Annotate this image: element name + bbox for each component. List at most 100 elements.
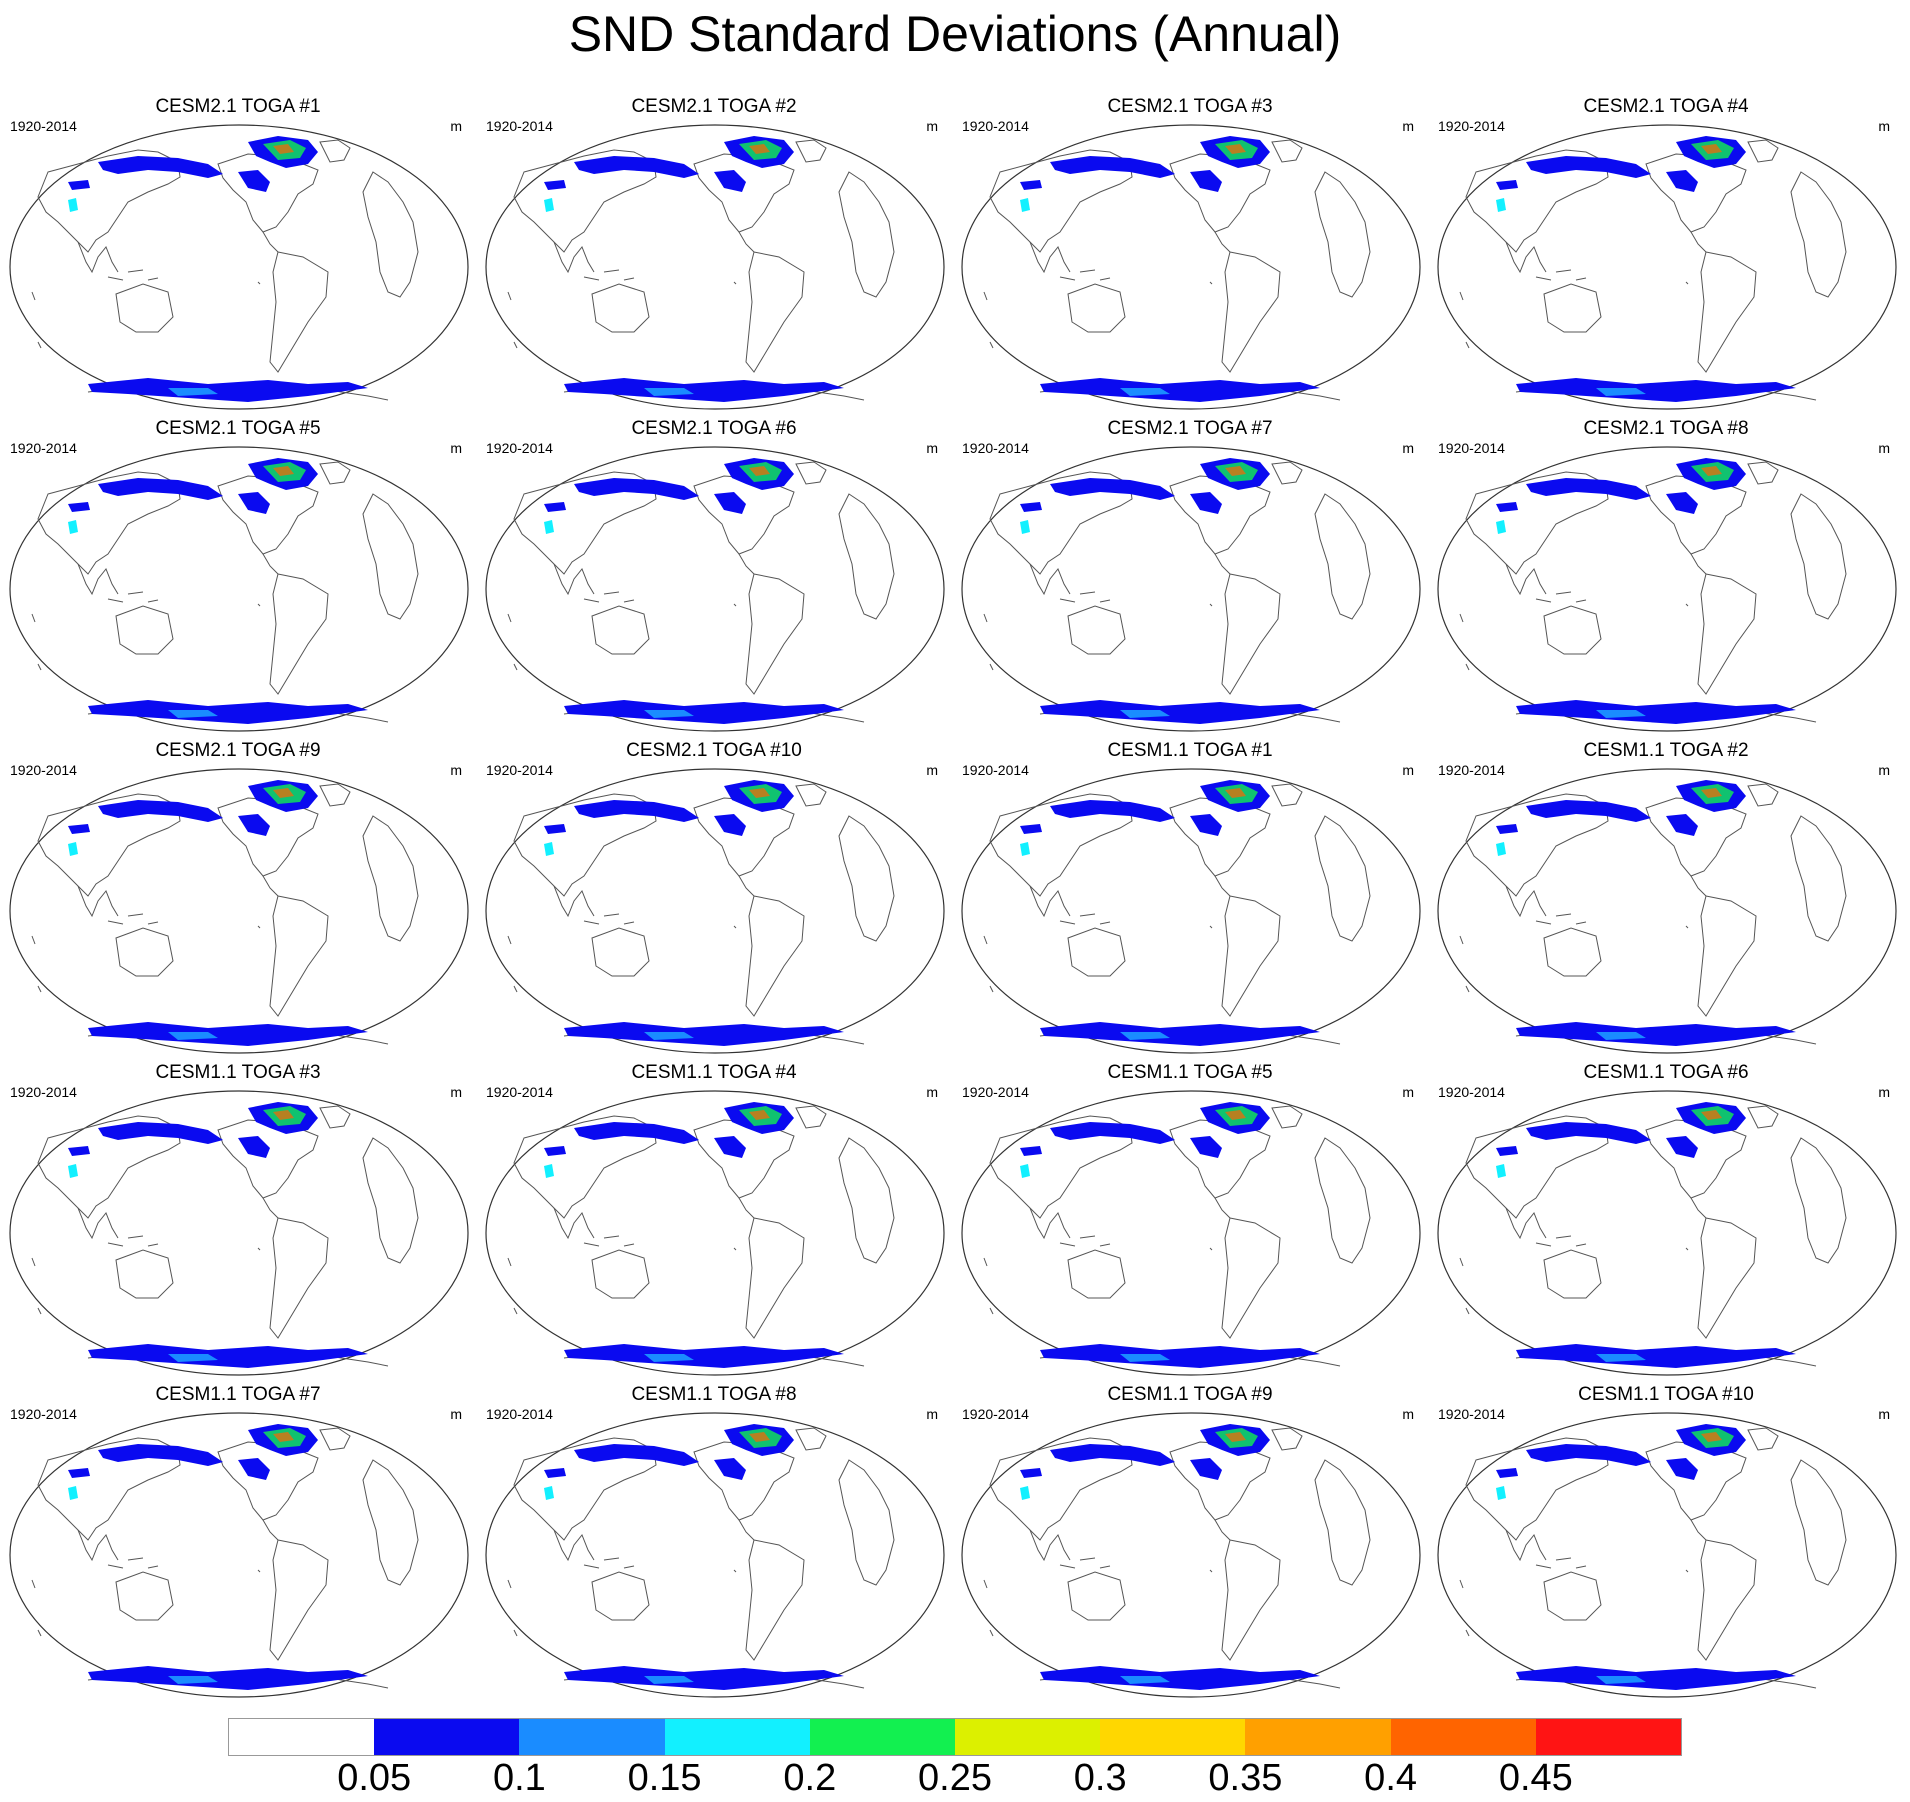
map-border	[485, 1412, 945, 1698]
colorbar	[228, 1718, 1682, 1756]
panel-period: 1920-2014	[962, 440, 1029, 456]
map-border	[9, 124, 469, 410]
panel-title: CESM2.1 TOGA #5	[155, 418, 321, 439]
coastlines	[31, 783, 419, 1045]
colorbar-label: 0.2	[783, 1757, 837, 1799]
colorbar-box-1	[374, 1719, 520, 1755]
coastlines	[1459, 461, 1847, 723]
map-border	[9, 1090, 469, 1376]
coastlines	[983, 1427, 1371, 1689]
world-map	[1437, 1412, 1897, 1698]
panel-period: 1920-2014	[486, 1406, 553, 1422]
panel-units: m	[1402, 762, 1414, 778]
colorbar-label: 0.35	[1208, 1757, 1283, 1799]
world-map	[485, 1090, 945, 1376]
world-map	[961, 124, 1421, 410]
panel-period: 1920-2014	[1438, 762, 1505, 778]
panel-title: CESM2.1 TOGA #7	[1107, 418, 1273, 439]
panel-units: m	[1878, 1406, 1890, 1422]
panel-title: CESM1.1 TOGA #10	[1578, 1384, 1754, 1405]
world-map	[9, 768, 469, 1054]
colorbar-label: 0.45	[1498, 1757, 1573, 1799]
panel-period: 1920-2014	[10, 118, 77, 134]
snow-variability-fields	[1020, 780, 1320, 1046]
panel-title: CESM1.1 TOGA #1	[1107, 740, 1273, 761]
snow-variability-fields	[1020, 1424, 1320, 1690]
map-border	[485, 124, 945, 410]
colorbar-box-2	[519, 1719, 665, 1755]
coastlines	[31, 1105, 419, 1367]
map-panel-6: CESM2.1 TOGA #6 1920-2014 m	[476, 412, 952, 734]
panel-title: CESM1.1 TOGA #2	[1583, 740, 1749, 761]
coastlines	[1459, 139, 1847, 401]
map-panel-18: CESM1.1 TOGA #8 1920-2014 m	[476, 1378, 952, 1700]
map-border	[1437, 1412, 1897, 1698]
colorbar-labels: 0.05 0.1 0.15 0.2 0.25 0.3 0.35 0.4 0.45	[229, 1756, 1681, 1800]
panel-units: m	[1878, 440, 1890, 456]
colorbar-label: 0.1	[492, 1757, 546, 1799]
world-map	[1437, 1090, 1897, 1376]
panel-units: m	[450, 440, 462, 456]
coastlines	[507, 783, 895, 1045]
map-panel-3: CESM2.1 TOGA #3 1920-2014 m	[952, 90, 1428, 412]
map-border	[9, 768, 469, 1054]
colorbar-label: 0.4	[1364, 1757, 1418, 1799]
map-panel-1: CESM2.1 TOGA #1 1920-2014 m	[0, 90, 476, 412]
world-map	[961, 1412, 1421, 1698]
panel-units: m	[926, 440, 938, 456]
world-map	[485, 124, 945, 410]
coastlines	[507, 1105, 895, 1367]
panel-title: CESM2.1 TOGA #2	[631, 96, 797, 117]
panel-units: m	[450, 118, 462, 134]
map-border	[485, 446, 945, 732]
snow-variability-fields	[544, 136, 844, 402]
snow-variability-fields	[68, 780, 368, 1046]
panel-title: CESM2.1 TOGA #8	[1583, 418, 1749, 439]
world-map	[485, 1412, 945, 1698]
panel-units: m	[1402, 118, 1414, 134]
snow-variability-fields	[544, 1102, 844, 1368]
panel-period: 1920-2014	[1438, 440, 1505, 456]
coastlines	[1459, 783, 1847, 1045]
world-map	[485, 768, 945, 1054]
map-panel-16: CESM1.1 TOGA #6 1920-2014 m	[1428, 1056, 1904, 1378]
snow-variability-fields	[1020, 136, 1320, 402]
colorbar-box-4	[809, 1719, 956, 1755]
map-panel-13: CESM1.1 TOGA #3 1920-2014 m	[0, 1056, 476, 1378]
panel-title: CESM1.1 TOGA #5	[1107, 1062, 1273, 1083]
snow-variability-fields	[68, 458, 368, 724]
map-border	[1437, 768, 1897, 1054]
world-map	[9, 1090, 469, 1376]
panel-units: m	[1402, 1084, 1414, 1100]
map-panel-15: CESM1.1 TOGA #5 1920-2014 m	[952, 1056, 1428, 1378]
world-map	[1437, 768, 1897, 1054]
map-border	[1437, 124, 1897, 410]
panel-period: 1920-2014	[962, 118, 1029, 134]
map-border	[961, 124, 1421, 410]
snow-variability-fields	[1496, 458, 1796, 724]
panel-period: 1920-2014	[486, 1084, 553, 1100]
map-border	[485, 768, 945, 1054]
map-border	[9, 1412, 469, 1698]
map-border	[961, 1412, 1421, 1698]
coastlines	[507, 461, 895, 723]
panel-units: m	[450, 762, 462, 778]
snow-variability-fields	[68, 136, 368, 402]
map-panel-2: CESM2.1 TOGA #2 1920-2014 m	[476, 90, 952, 412]
snow-variability-fields	[1496, 136, 1796, 402]
coastlines	[1459, 1427, 1847, 1689]
panel-period: 1920-2014	[962, 1084, 1029, 1100]
world-map	[1437, 446, 1897, 732]
panel-units: m	[450, 1406, 462, 1422]
map-border	[961, 446, 1421, 732]
map-border	[961, 1090, 1421, 1376]
colorbar-label: 0.3	[1073, 1757, 1127, 1799]
coastlines	[31, 139, 419, 401]
panel-units: m	[1878, 118, 1890, 134]
figure-title: SND Standard Deviations (Annual)	[568, 6, 1342, 62]
panel-period: 1920-2014	[10, 762, 77, 778]
world-map	[9, 124, 469, 410]
colorbar-box-6	[1100, 1719, 1246, 1755]
colorbar-label: 0.25	[918, 1757, 992, 1799]
colorbar-box-7	[1245, 1719, 1391, 1755]
